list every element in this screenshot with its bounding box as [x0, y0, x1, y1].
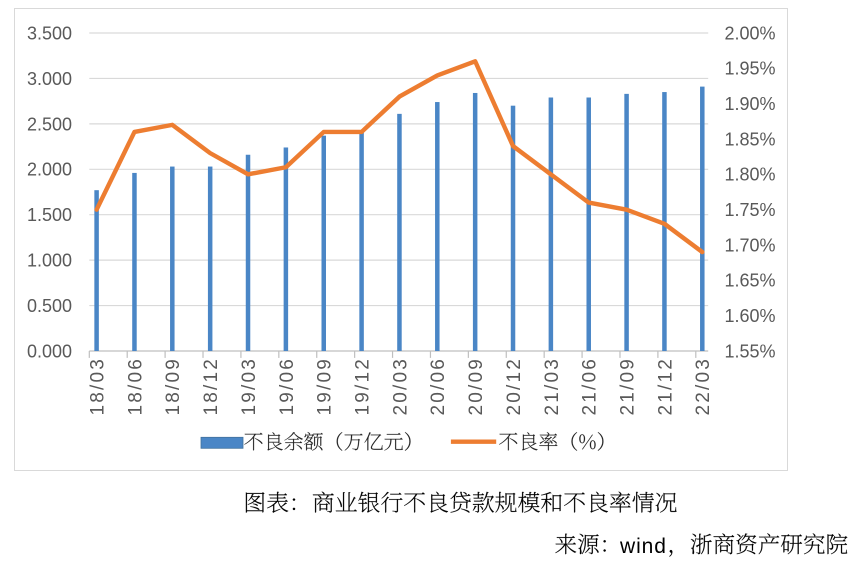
- svg-text:19/09: 19/09: [315, 357, 336, 416]
- svg-text:2.500: 2.500: [27, 114, 72, 134]
- svg-text:20/06: 20/06: [428, 357, 449, 416]
- svg-text:1.60%: 1.60%: [725, 306, 776, 326]
- svg-text:1.90%: 1.90%: [725, 94, 776, 114]
- svg-text:18/12: 18/12: [201, 357, 222, 416]
- svg-text:2.00%: 2.00%: [725, 23, 776, 43]
- svg-text:18/06: 18/06: [125, 357, 146, 416]
- svg-text:3.000: 3.000: [27, 69, 72, 89]
- svg-text:1.85%: 1.85%: [725, 129, 776, 149]
- svg-text:21/09: 21/09: [617, 357, 638, 416]
- svg-text:18/09: 18/09: [163, 357, 184, 416]
- svg-text:20/03: 20/03: [390, 357, 411, 416]
- svg-text:1.70%: 1.70%: [725, 235, 776, 255]
- svg-text:wind: wind: [619, 535, 667, 558]
- svg-text:0.500: 0.500: [27, 296, 72, 316]
- svg-text:1.95%: 1.95%: [725, 59, 776, 79]
- svg-text:1.75%: 1.75%: [725, 200, 776, 220]
- svg-text:20/12: 20/12: [504, 357, 525, 416]
- svg-text:19/12: 19/12: [352, 357, 373, 416]
- svg-text:21/12: 21/12: [655, 357, 676, 416]
- svg-text:19/03: 19/03: [239, 357, 260, 416]
- svg-text:21/06: 21/06: [580, 357, 601, 416]
- svg-text:1.500: 1.500: [27, 205, 72, 225]
- svg-text:1.55%: 1.55%: [725, 341, 776, 361]
- svg-text:2.000: 2.000: [27, 160, 72, 180]
- svg-text:3.500: 3.500: [27, 23, 72, 43]
- svg-text:20/09: 20/09: [466, 357, 487, 416]
- svg-text:1.000: 1.000: [27, 251, 72, 271]
- svg-text:18/03: 18/03: [88, 357, 109, 416]
- svg-text:0.000: 0.000: [27, 341, 72, 361]
- svg-text:22/03: 22/03: [693, 357, 714, 416]
- svg-text:1.80%: 1.80%: [725, 165, 776, 185]
- svg-text:21/03: 21/03: [542, 357, 563, 416]
- svg-text:19/06: 19/06: [277, 357, 298, 416]
- svg-text:1.65%: 1.65%: [725, 271, 776, 291]
